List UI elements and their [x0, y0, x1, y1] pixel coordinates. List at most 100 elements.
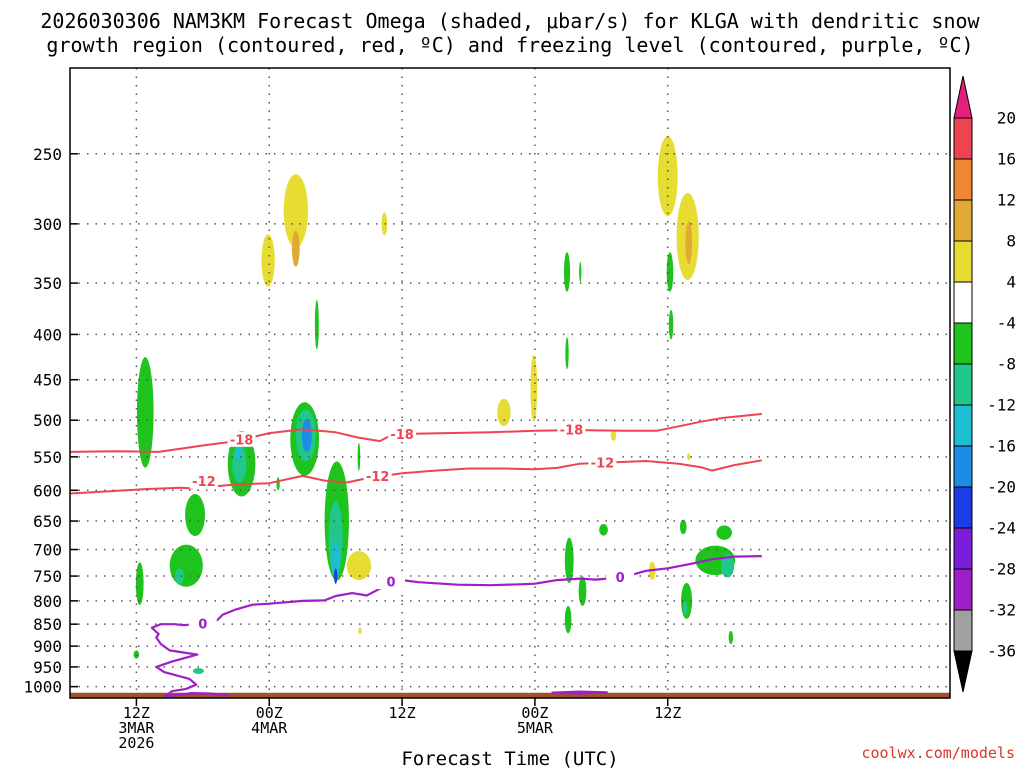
- ytick-label-850: 850: [33, 615, 62, 634]
- colorbar-label-11: -28: [987, 560, 1016, 579]
- ytick-label-1000: 1000: [23, 678, 62, 697]
- xtick-label-36-0: 12Z: [389, 704, 416, 722]
- dgz-label--18-0: -18: [230, 433, 254, 448]
- colorbar-bin-5: [953, 322, 973, 365]
- colorbar-label-8: -16: [987, 437, 1016, 456]
- credit-link[interactable]: coolwx.com/models: [861, 744, 1015, 762]
- colorbar-bin-0: [953, 117, 973, 160]
- omega-cell-39: [666, 252, 674, 292]
- colorbar-bin-10: [953, 527, 973, 570]
- colorbar-bin-3: [953, 240, 973, 283]
- omega-cell-31: [579, 261, 582, 283]
- colorbar-label-2: 12: [997, 191, 1016, 210]
- dgz-label--12-1: -12: [366, 470, 390, 485]
- freezing-label-2-bg: [606, 569, 635, 585]
- xtick-label-12-2: 2026: [118, 734, 154, 752]
- ytick-label-500: 500: [33, 411, 62, 430]
- colorbar-label-13: -36: [987, 642, 1016, 661]
- freezing-label-2: 0: [616, 571, 625, 586]
- omega-cell-5: [185, 494, 206, 537]
- colorbar-label-3: 8: [1006, 232, 1016, 251]
- omega-cell-6: [192, 667, 204, 674]
- omega-cell-46: [679, 519, 687, 535]
- omega-cell-34: [578, 576, 587, 606]
- omega-cell-29: [563, 252, 571, 292]
- omega-cell-16: [301, 418, 312, 452]
- dgz-label--12-0-bg: [189, 473, 218, 489]
- dgz-label--18-1-bg: [388, 426, 417, 442]
- dgz-label--12-0: -12: [192, 475, 216, 490]
- colorbar-label-5: -4: [997, 314, 1016, 333]
- colorbar-label-12: -32: [987, 601, 1016, 620]
- omega-cell-49: [716, 525, 732, 540]
- omega-cell-48: [720, 553, 735, 578]
- dgz-label--12-2-bg: [588, 454, 617, 470]
- omega-cell-28: [533, 382, 537, 411]
- colorbar-label-1: 16: [997, 150, 1016, 169]
- dgz-contour--12: [70, 459, 762, 495]
- colorbar: 20 16 12 8 4 -4 -8 -12 -16 -20 -24 -28 -32 -36: [953, 75, 1016, 693]
- colorbar-label-0: 20: [997, 109, 1016, 128]
- omega-cell-24: [357, 442, 361, 471]
- plot-grid: [70, 68, 950, 698]
- dgz-label--18-0-bg: [227, 431, 256, 447]
- colorbar-bin-6: [953, 363, 973, 406]
- title-line-2: growth region (contoured, red, ºC) and f…: [46, 33, 973, 57]
- omega-cell-22: [346, 551, 372, 581]
- ytick-label-900: 900: [33, 637, 62, 656]
- ytick-label-450: 450: [33, 371, 62, 390]
- omega-cell-35: [599, 524, 608, 536]
- colorbar-label-4: 4: [1006, 273, 1016, 292]
- colorbar-label-9: -20: [987, 478, 1016, 497]
- ytick-label-800: 800: [33, 592, 62, 611]
- dgz-label--18-1: -18: [390, 428, 414, 443]
- omega-cell-38: [657, 136, 678, 217]
- omega-cell-20: [331, 540, 340, 581]
- ytick-label-750: 750: [33, 567, 62, 586]
- ytick-label-250: 250: [33, 145, 62, 164]
- omega-cell-26: [497, 398, 511, 427]
- omega-cell-45: [683, 600, 688, 616]
- omega-cell-13: [291, 230, 300, 267]
- xtick-label-48-1: 5MAR: [517, 719, 554, 737]
- freezing-level-contour: [150, 555, 762, 698]
- colorbar-top-arrow: [953, 75, 973, 119]
- dgz-label--18-2: -18: [560, 424, 584, 439]
- colorbar-bin-12: [953, 609, 973, 652]
- omega-cell-17: [314, 300, 319, 350]
- freezing-level-loop: [551, 690, 608, 695]
- colorbar-bin-8: [953, 445, 973, 488]
- omega-cell-3: [169, 544, 203, 587]
- omega-cell-36: [610, 429, 617, 441]
- omega-cell-10: [261, 234, 275, 287]
- ytick-label-600: 600: [33, 481, 62, 500]
- omega-cell-25: [381, 212, 388, 236]
- contour-lines: -18 -18 -18 -12 -12 -12 0 0 0: [70, 413, 762, 698]
- colorbar-bin-1: [953, 158, 973, 201]
- omega-cell-4: [175, 568, 185, 584]
- omega-cell-23: [358, 627, 362, 635]
- xtick-label-24-0: 00Z: [256, 704, 283, 722]
- omega-cell-21: [334, 568, 338, 584]
- colorbar-bin-9: [953, 486, 973, 529]
- omega-cell-0: [136, 357, 154, 468]
- colorbar-label-10: -24: [987, 519, 1016, 538]
- chart-title: 2026030306 NAM3KM Forecast Omega (shaded…: [40, 9, 980, 57]
- omega-cell-43: [687, 453, 691, 461]
- title-line-1: 2026030306 NAM3KM Forecast Omega (shaded…: [40, 9, 980, 33]
- omega-cell-40: [668, 309, 674, 340]
- dgz-label--12-1-bg: [363, 468, 392, 484]
- xtick-label-24-1: 4MAR: [251, 719, 288, 737]
- freezing-label-1: 0: [386, 576, 395, 591]
- omega-cell-12: [283, 174, 308, 248]
- ytick-label-550: 550: [33, 448, 62, 467]
- xtick-label-12-0: 12Z: [123, 704, 150, 722]
- colorbar-bin-4: [953, 281, 973, 324]
- xtick-label-12-1: 3MAR: [118, 719, 155, 737]
- omega-cell-1: [135, 562, 144, 606]
- colorbar-label-6: -8: [997, 355, 1016, 374]
- terrain-fill: [70, 692, 950, 698]
- terrain-band: [70, 692, 950, 698]
